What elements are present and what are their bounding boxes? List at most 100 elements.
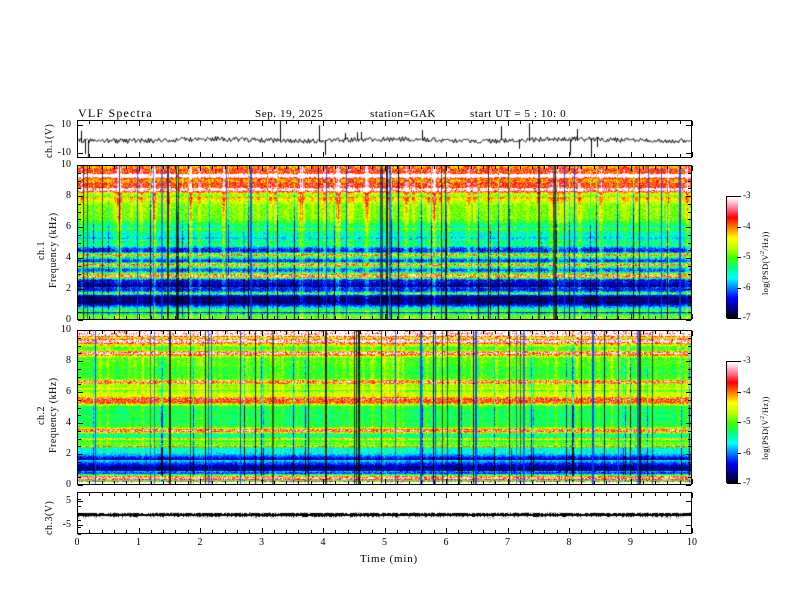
x-tick-mark	[581, 166, 583, 169]
x-tick-mark	[433, 331, 435, 334]
x-tick-mark	[519, 493, 521, 496]
y-tick-mark	[686, 392, 691, 393]
y-tick-mark	[78, 266, 81, 267]
x-tick-mark	[163, 530, 165, 533]
y-tick-mark	[688, 439, 691, 440]
x-tick-mark	[359, 121, 361, 124]
x-tick-mark	[679, 154, 681, 157]
y-tick-mark	[78, 274, 81, 275]
x-tick-mark	[236, 316, 238, 319]
x-tick-mark	[113, 154, 115, 157]
x-tick-mark	[446, 314, 447, 319]
x-tick-mark	[679, 166, 681, 169]
x-tick-mark	[323, 152, 324, 157]
x-tick-mark	[126, 166, 128, 169]
colorbar-ch2-tick-label: -4	[743, 386, 751, 396]
x-tick-mark	[519, 121, 521, 124]
x-tick-mark	[200, 331, 201, 336]
x-tick-mark	[175, 121, 177, 124]
x-tick-mark	[224, 481, 226, 484]
colorbar-ch2-tick-label: -7	[743, 477, 751, 487]
y-tick-mark	[686, 320, 691, 321]
x-tick-mark	[310, 481, 312, 484]
x-tick-mark	[593, 316, 595, 319]
x-tick-mark	[581, 493, 583, 496]
x-tick-mark	[396, 154, 398, 157]
x-tick-mark	[359, 331, 361, 334]
x-tick-mark	[359, 166, 361, 169]
ch1-spectrogram-image	[78, 166, 691, 319]
y-tick-label: 10	[61, 159, 71, 170]
x-tick-mark	[150, 331, 152, 334]
y-tick-mark	[688, 384, 691, 385]
x-tick-mark	[519, 166, 521, 169]
x-tick-label: 2	[197, 537, 203, 548]
x-tick-mark	[458, 493, 460, 496]
panel-ch1-spectrogram	[77, 165, 692, 320]
y-tick-mark	[686, 125, 691, 126]
x-tick-mark	[286, 493, 288, 496]
y-tick-mark	[78, 188, 81, 189]
y-tick-mark	[78, 181, 81, 182]
x-tick-mark	[642, 481, 644, 484]
x-tick-mark	[396, 166, 398, 169]
y-tick-mark	[78, 312, 81, 313]
y-tick-mark	[688, 338, 691, 339]
x-tick-mark	[458, 316, 460, 319]
x-tick-mark	[593, 481, 595, 484]
x-tick-mark	[138, 121, 140, 126]
y-tick-mark	[78, 454, 83, 455]
x-tick-mark	[212, 316, 214, 319]
x-tick-mark	[593, 121, 595, 124]
x-tick-mark	[618, 154, 620, 157]
x-tick-mark	[138, 314, 140, 319]
y-tick-mark	[78, 320, 83, 321]
y-tick-mark	[688, 377, 691, 378]
x-tick-label: 5	[382, 537, 387, 548]
x-tick-mark	[593, 331, 595, 334]
x-tick-mark	[310, 530, 312, 533]
y-tick-mark	[78, 392, 83, 393]
y-tick-mark	[688, 181, 691, 182]
y-tick-mark	[686, 153, 691, 154]
y-tick-mark	[78, 330, 83, 331]
colorbar-ch1-tick-mark	[737, 288, 741, 289]
x-tick-mark	[396, 121, 398, 124]
x-tick-mark	[286, 154, 288, 157]
x-tick-mark	[519, 530, 521, 533]
x-tick-mark	[569, 121, 570, 126]
y-tick-label: 10	[61, 119, 71, 130]
x-tick-label: 9	[628, 537, 633, 548]
x-tick-mark	[409, 154, 411, 157]
x-tick-mark	[446, 479, 447, 484]
x-tick-mark	[101, 316, 103, 319]
x-tick-mark	[667, 481, 669, 484]
x-tick-mark	[544, 166, 546, 169]
x-tick-mark	[458, 121, 460, 124]
x-tick-mark	[273, 331, 275, 334]
x-tick-mark	[89, 166, 91, 169]
y-tick-mark	[78, 212, 81, 213]
x-tick-mark	[372, 481, 374, 484]
x-tick-mark	[212, 154, 214, 157]
x-tick-mark	[446, 166, 447, 171]
x-tick-mark	[409, 493, 411, 496]
x-tick-mark	[470, 331, 472, 334]
x-tick-mark	[261, 331, 263, 336]
x-tick-mark	[692, 528, 693, 533]
x-tick-mark	[556, 530, 558, 533]
x-tick-mark	[384, 152, 386, 157]
x-tick-mark	[335, 493, 337, 496]
x-tick-mark	[692, 314, 693, 319]
x-tick-mark	[630, 479, 632, 484]
x-tick-mark	[667, 166, 669, 169]
y-tick-mark	[78, 243, 81, 244]
y-tick-mark	[78, 400, 81, 401]
y-tick-mark	[78, 227, 83, 228]
x-tick-mark	[482, 316, 484, 319]
x-tick-mark	[519, 331, 521, 334]
x-tick-mark	[482, 331, 484, 334]
x-tick-mark	[507, 479, 509, 484]
x-tick-mark	[433, 493, 435, 496]
y-tick-mark	[688, 274, 691, 275]
